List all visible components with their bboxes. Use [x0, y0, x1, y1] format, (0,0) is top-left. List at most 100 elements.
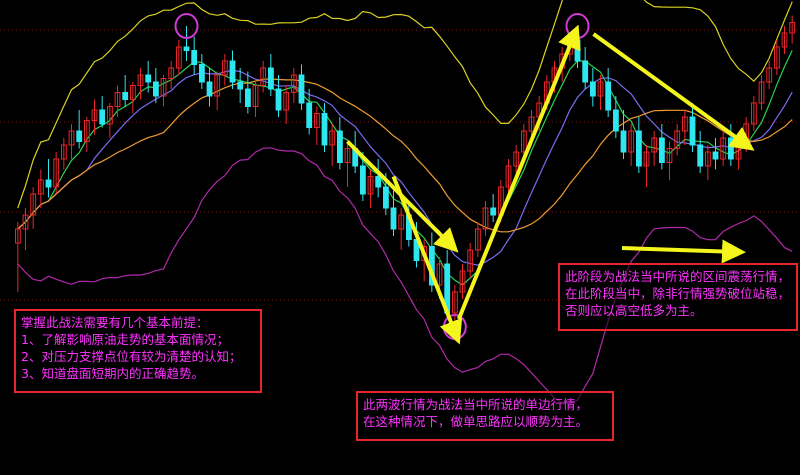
candle-body	[344, 148, 351, 163]
arrow-up	[456, 24, 581, 320]
candle-body	[61, 144, 67, 160]
candle-body	[145, 74, 152, 83]
candle-body	[176, 46, 182, 69]
candle-body	[245, 88, 251, 107]
candle-body	[636, 130, 642, 167]
candle-body	[651, 137, 658, 153]
candle-body	[528, 116, 535, 132]
candle-body	[482, 207, 489, 230]
candle-body	[260, 67, 267, 86]
candle-body	[682, 116, 688, 132]
candle-body	[337, 130, 343, 163]
candle-body	[15, 228, 21, 244]
candle-body	[728, 137, 734, 160]
candle-body	[789, 22, 796, 34]
candle-body	[76, 130, 83, 142]
candle-body	[505, 165, 512, 188]
candle-body	[720, 137, 727, 160]
candle-body	[628, 130, 635, 153]
candle-body	[298, 74, 305, 104]
lower-band-line	[17, 147, 793, 405]
candle-body	[114, 92, 121, 107]
candle-body	[206, 81, 213, 97]
candle-body	[222, 60, 228, 76]
candle-body	[390, 207, 397, 230]
candle-body	[398, 214, 405, 230]
candle-body	[252, 85, 259, 107]
circle-peak-1	[174, 13, 199, 39]
candle-body	[659, 137, 665, 163]
arrow-down-2	[391, 175, 463, 345]
candle-body	[99, 109, 106, 125]
candle-body	[367, 176, 374, 195]
candle-body	[674, 130, 681, 149]
arrow-range-lower	[621, 239, 746, 264]
candle-body	[689, 116, 696, 146]
candle-body	[329, 130, 336, 146]
candle-body	[459, 270, 466, 293]
candle-body	[291, 74, 297, 93]
candle-body	[214, 74, 221, 97]
grid-lines	[0, 29, 800, 301]
candle-body	[237, 81, 244, 90]
candle-body	[375, 176, 382, 188]
upper-band-line	[17, 0, 793, 209]
ma-long-line	[17, 78, 793, 233]
annotation-trend-phase: 此两波行情为战法当中所说的单边行情， 在这种情况下，做单思路应以顺势为主。	[356, 391, 614, 441]
candle-body	[383, 186, 389, 209]
candle-body	[490, 207, 497, 216]
candle-body	[30, 193, 37, 216]
candle-body	[283, 92, 290, 111]
candle-body	[68, 130, 75, 146]
candle-body	[452, 291, 458, 314]
candle-body	[22, 214, 29, 230]
candle-body	[191, 50, 198, 65]
candle-body	[84, 120, 90, 142]
candle-body	[475, 228, 481, 251]
annotation-range-phase: 此阶段为战法当中所说的区间震荡行情，在此阶段当中，除非行情强势破位站稳，否则应以…	[558, 263, 798, 331]
candle-body	[582, 60, 589, 83]
candle-body	[590, 81, 596, 97]
candle-body	[751, 102, 757, 125]
candle-body	[620, 130, 627, 153]
candle-body	[436, 263, 443, 286]
candle-body	[574, 39, 581, 62]
candle-body	[697, 144, 704, 167]
candle-body	[183, 46, 190, 51]
candle-body	[229, 60, 236, 83]
candle-body	[153, 81, 159, 97]
annotation-prerequisites: 掌握此战法需要有几个基本前提： 1、了解影响原油走势的基本面情况； 2、对压力支…	[14, 309, 262, 393]
candle-body	[91, 109, 98, 121]
candle-body	[268, 67, 274, 90]
candle-body	[758, 81, 765, 104]
candle-body	[643, 151, 650, 167]
trend-arrows	[174, 13, 755, 345]
candle-body	[199, 64, 205, 83]
candle-body	[137, 74, 144, 86]
candle-body	[306, 102, 313, 128]
candle-body	[712, 151, 719, 160]
candle-body	[766, 67, 773, 83]
candle-body	[605, 81, 612, 111]
candle-body	[275, 88, 282, 111]
arrow-range-upper	[592, 32, 755, 151]
candle-body	[45, 179, 52, 188]
candle-body	[53, 158, 60, 188]
candle-body	[321, 113, 328, 146]
candle-body	[513, 151, 520, 167]
candle-body	[122, 92, 129, 100]
candle-body	[705, 151, 711, 167]
candle-body	[613, 109, 619, 132]
candle-body	[130, 85, 136, 100]
candle-body	[168, 67, 175, 79]
candle-body	[666, 148, 673, 163]
candle-body	[597, 81, 604, 97]
candle-body	[774, 46, 780, 69]
candle-body	[314, 113, 320, 128]
candle-body	[38, 179, 44, 195]
candle-body	[160, 78, 167, 97]
ma-mid-line	[17, 69, 793, 266]
candle-body	[467, 249, 474, 272]
candle-body	[521, 130, 527, 153]
